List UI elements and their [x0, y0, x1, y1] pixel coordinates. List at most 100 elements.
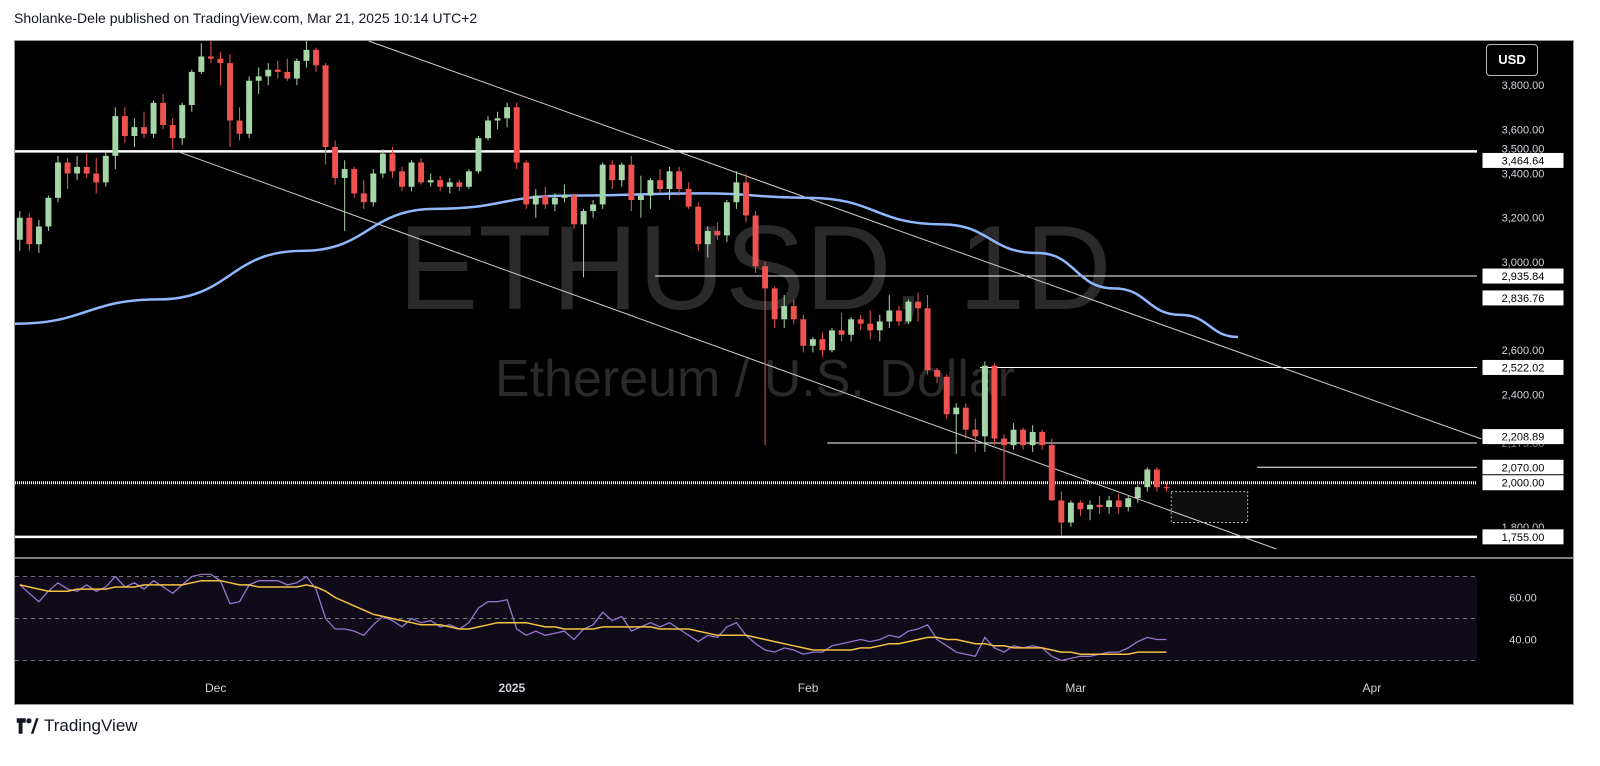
candle-body: [341, 169, 348, 178]
candle-body: [465, 171, 472, 187]
candle-body: [1163, 487, 1170, 489]
candle-body: [141, 127, 147, 134]
consolidation-box: [1170, 491, 1249, 523]
candle-body: [504, 107, 511, 119]
candle-body: [322, 65, 329, 148]
candle-body: [112, 116, 119, 156]
candle-body: [561, 195, 568, 198]
candle-body: [1048, 445, 1055, 501]
candle-body: [551, 197, 558, 205]
price-level-label: 3,500.00: [1502, 143, 1545, 155]
candle-body: [657, 180, 663, 189]
price-level-label: 2,070.00: [1502, 462, 1545, 474]
candle-body: [752, 215, 759, 267]
candle-body: [934, 370, 941, 377]
price-axis-tick: 3,800.00: [1502, 80, 1545, 92]
candle-body: [26, 217, 33, 245]
candle-body: [771, 288, 778, 320]
price-level-label: 1,755.00: [1502, 532, 1545, 544]
candle-body: [456, 182, 463, 187]
candle-body: [179, 105, 186, 139]
candle-body: [1087, 504, 1093, 510]
candle-body: [83, 166, 90, 174]
candle-body: [685, 188, 692, 207]
candle-body: [848, 319, 855, 335]
candle-body: [418, 162, 425, 183]
candle-body: [169, 124, 176, 139]
candle-body: [819, 339, 826, 351]
candle-body: [207, 56, 214, 59]
candle-body: [972, 429, 979, 437]
candle-body: [895, 310, 902, 322]
candle-body: [1058, 500, 1065, 523]
candle-body: [704, 230, 711, 245]
candle-body: [580, 211, 587, 225]
candle-body: [45, 197, 52, 227]
candle-body: [924, 308, 931, 371]
candle-body: [714, 230, 721, 236]
candle-body: [762, 266, 769, 289]
candle-body: [1096, 504, 1103, 508]
candle-body: [227, 63, 233, 121]
candle-body: [102, 155, 109, 183]
time-axis-tick: Apr: [1363, 681, 1382, 695]
candle-body: [246, 80, 253, 134]
candle-body: [427, 180, 434, 183]
price-level-label-box: [1481, 267, 1565, 285]
candle-body: [800, 319, 807, 346]
price-level-label: 3,464.64: [1502, 155, 1545, 167]
candle-body: [867, 323, 874, 331]
currency-button[interactable]: USD: [1486, 44, 1538, 76]
candle-body: [1144, 469, 1151, 488]
price-level-label-box: [1481, 528, 1565, 546]
candle-body: [599, 164, 606, 205]
candle-body: [284, 71, 291, 79]
candle-body: [188, 71, 195, 106]
candle-body: [666, 171, 673, 189]
candle-body: [1001, 438, 1007, 446]
footer-brand[interactable]: TradingView: [14, 716, 138, 736]
candle-body: [1067, 502, 1074, 523]
price-level-label-box: [1481, 428, 1565, 446]
publisher-caption: Sholanke-Dele published on TradingView.c…: [14, 10, 478, 26]
candle-body: [74, 166, 81, 174]
time-axis-tick: Dec: [205, 681, 226, 695]
candle-body: [542, 195, 549, 205]
tradingview-logo-icon: [16, 718, 39, 734]
price-level-label-box: [1481, 474, 1565, 492]
chart-frame[interactable]: ETHUSD, 1D Ethereum / U.S. Dollar 3,800.00…: [14, 40, 1574, 705]
candle-body: [293, 60, 300, 79]
price-level-label: 2,000.00: [1502, 478, 1545, 490]
price-level-label: 2,208.89: [1502, 432, 1545, 444]
candle-body: [637, 195, 644, 201]
candle-body: [838, 330, 845, 335]
candle-body: [446, 182, 453, 187]
candle-body: [64, 162, 71, 174]
candle-body: [609, 164, 616, 181]
candle-body: [198, 56, 205, 72]
candle-body: [953, 407, 960, 415]
candle-body: [389, 153, 396, 172]
candle-body: [962, 407, 969, 430]
price-level-label: 2,522.02: [1502, 362, 1545, 374]
candle-body: [571, 195, 577, 225]
price-level-label-box: [1481, 358, 1565, 376]
candle-body: [16, 217, 23, 240]
candle-body: [313, 49, 319, 66]
candle-body: [647, 180, 654, 196]
candle-body: [437, 180, 444, 187]
candle-body: [1134, 487, 1141, 499]
candle-body: [523, 162, 530, 205]
candle-body: [590, 204, 597, 212]
price-axis-tick: 3,200.00: [1502, 213, 1545, 225]
candle-body: [160, 102, 167, 125]
candle-body: [743, 182, 749, 216]
price-axis-tick: 2,400.00: [1502, 389, 1545, 401]
candle-body: [332, 147, 339, 178]
price-level-label: 2,935.84: [1502, 271, 1545, 283]
candle-body: [274, 69, 281, 72]
price-level-label-box: [1481, 151, 1565, 169]
time-axis-tick: 2025: [499, 681, 526, 695]
candle-body: [1153, 469, 1160, 488]
